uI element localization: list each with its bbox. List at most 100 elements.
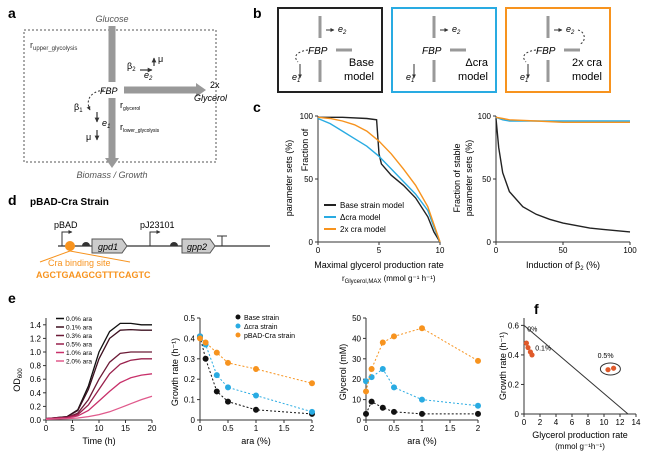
y-tick-label: 0.3	[184, 355, 196, 364]
data-point	[253, 392, 259, 399]
x-tick-label: 8	[586, 418, 591, 427]
x-axis-label: Induction of β2 (%)	[526, 260, 600, 272]
x-tick-label: 12	[616, 418, 625, 427]
e1-label: e1	[102, 118, 110, 130]
legend-swatch	[235, 314, 241, 320]
data-point	[391, 408, 397, 415]
y-tick-label: 0.5	[184, 314, 196, 323]
y-tick-label: 0.4	[184, 334, 196, 343]
x-axis-label-2: (mmol g⁻¹h⁻¹)	[555, 442, 605, 451]
x-tick-label: 6	[570, 418, 575, 427]
y-tick-label: 0.6	[30, 375, 42, 384]
data-point	[368, 398, 375, 405]
glycerol-arrowhead	[196, 83, 206, 97]
model-name: Δcra	[465, 57, 489, 69]
series-line	[318, 116, 441, 243]
data-point	[309, 380, 315, 387]
model-feedback	[295, 49, 309, 63]
site-callout-line-1	[39, 250, 71, 263]
annotation-0pct: 0%	[527, 326, 537, 333]
model-e2-label: e2	[452, 24, 461, 36]
panel-label-e: e	[8, 290, 16, 306]
x-tick-label: 2	[310, 424, 315, 433]
y-tick-label: 0.2	[184, 375, 196, 384]
x-tick-label: 0.5	[388, 424, 400, 433]
data-point	[253, 406, 259, 413]
legend-label: 0.3% ara	[66, 333, 92, 340]
panel-b-models: FBP e2 e1 Base model FBP e2 e1 Δcra model FBP e2 e1 2…	[277, 7, 611, 93]
model-feedback	[523, 49, 537, 63]
x-tick-label: 100	[623, 246, 637, 255]
annotation-01pct: 0.1%	[535, 345, 551, 352]
model-e1-label: e1	[292, 72, 300, 84]
data-point	[213, 388, 220, 395]
model-box	[505, 7, 611, 93]
fbp-label: FBP	[100, 86, 118, 96]
tradeoff-line	[523, 325, 629, 415]
y-axis-label: Fraction of	[300, 128, 310, 171]
data-point	[363, 388, 369, 395]
x-tick-label: 1	[254, 424, 259, 433]
data-point	[475, 410, 481, 417]
y-tick-label: 0.1	[184, 396, 196, 405]
data-point	[253, 366, 259, 372]
cra-binding-site	[65, 241, 75, 251]
data-point	[611, 365, 617, 371]
x-tick-label: 0	[198, 424, 203, 433]
od-curve	[45, 358, 152, 420]
r-glycerol-label: rglycerol	[120, 100, 140, 112]
y-tick-label: 30	[352, 355, 361, 364]
model-e1-label: e1	[520, 72, 528, 84]
model-name-2: model	[344, 71, 374, 83]
gpp2-gene	[181, 238, 216, 254]
data-point	[202, 355, 209, 362]
y-tick-label: 0	[191, 416, 196, 425]
cluster-ellipse	[599, 362, 621, 376]
y-tick-label: 50	[482, 175, 491, 184]
panel-label-a: a	[8, 5, 16, 21]
y-tick-label: 0.6	[508, 321, 520, 330]
pj-promoter	[149, 230, 161, 246]
od-curve	[45, 328, 152, 420]
model-e2-label: e2	[338, 24, 347, 36]
model-box	[277, 7, 383, 93]
cell-boundary	[23, 29, 217, 163]
e2-label: e2	[144, 70, 153, 82]
y-tick-label: 0.4	[508, 351, 520, 360]
series-line	[199, 336, 313, 415]
y-tick-label: 1.0	[30, 348, 42, 357]
mu-label: μ	[158, 54, 163, 64]
annotation-05pct: 0.5%	[598, 353, 614, 360]
data-point	[523, 340, 530, 346]
model-e1-label: e1	[406, 72, 414, 84]
y-axis-label: OD600	[12, 368, 24, 392]
glycerol-2x-label: 2x	[210, 80, 220, 90]
y-tick-label: 50	[304, 175, 313, 184]
model-name-2: model	[572, 71, 602, 83]
y-axis-label: Fraction of stable	[452, 143, 462, 212]
y-axis-label: Growth rate (h⁻¹)	[170, 338, 180, 406]
x-tick-label: 20	[148, 424, 157, 433]
y-tick-label: 0.2	[30, 402, 42, 411]
y-axis-label: Glycerol (mM)	[338, 344, 348, 401]
y-tick-label: 50	[352, 314, 361, 323]
panel-c-right-chart: 0 50 100 0 50 100 Fraction of stable parameter …	[452, 112, 637, 272]
legend-label: Δcra model	[340, 213, 381, 222]
panel-d-construct: pBAD-Cra Strain pBAD gpd1 pJ23101 gpp2 C…	[30, 197, 270, 280]
x-tick-label: 0	[494, 246, 499, 255]
model-box	[391, 7, 497, 93]
x-tick-label: 1	[420, 424, 425, 433]
panel-f-chart: 0 2 4 6 8 10 12 14 0 0.2 0.4 0.6 0% 0.1% 0.5% Growth ra…	[498, 318, 641, 451]
legend-swatch	[235, 332, 241, 338]
data-point	[391, 384, 397, 391]
model-name: 2x cra	[572, 57, 603, 69]
y-axis-label-2: parameter sets (%)	[284, 140, 294, 217]
gpd1-label: gpd1	[98, 242, 118, 252]
x-axis-label: Maximal glycerol production rate	[314, 260, 444, 270]
legend-label: 2x cra model	[340, 225, 386, 234]
model-fbp-label: FBP	[536, 46, 556, 57]
data-point	[525, 344, 531, 351]
